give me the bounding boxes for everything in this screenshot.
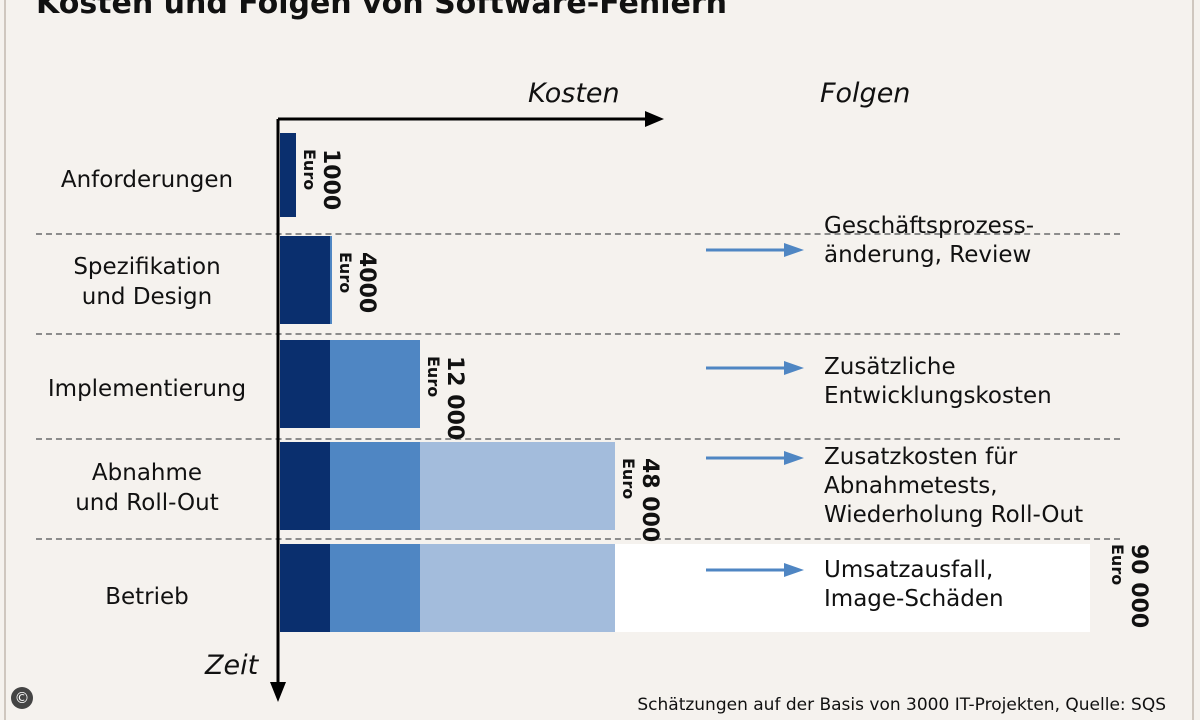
bar-segment [330,236,332,324]
chart-title: Kosten und Folgen von Software-Fehlern [36,0,727,21]
consequence-text: Geschäftsprozess- änderung, Review [824,213,1035,268]
row-separator [36,438,1120,440]
arrow-icon [706,361,804,375]
bar-segment [420,544,615,632]
source-note: Schätzungen auf der Basis von 3000 IT-Pr… [637,695,1166,715]
bar-segment [330,544,420,632]
bar-segment [330,340,420,428]
bar-segment [420,442,615,530]
arrow-icon [706,563,804,577]
bar-segment [280,442,330,530]
category-label: Abnahme und Roll-Out [75,460,219,516]
category-label: Betrieb [105,584,189,610]
frame-left [4,0,6,720]
category-label: Implementierung [47,376,247,402]
folgen-header: Folgen [820,78,911,109]
frame-right [1192,0,1194,720]
category-label: Spezifikation und Design [73,254,221,310]
zeit-axis-label: Zeit [205,650,259,681]
bar-segment [280,340,330,428]
bar-segment [280,236,330,324]
bar-segment [330,442,420,530]
arrow-icon [706,243,804,257]
bar-segment [615,544,1090,632]
x-axis-arrowhead [645,111,664,127]
bar-segment [280,544,330,632]
kosten-axis-label: Kosten [528,78,620,109]
consequence-text: Zusatzkosten für Abnahmetests, Wiederhol… [824,444,1084,528]
row-separator [36,233,1120,235]
category-label: Anforderungen [60,167,234,193]
copyright-icon: © [11,687,33,709]
y-axis-arrowhead [270,682,286,702]
arrow-icon [706,451,804,465]
row-separator [36,333,1120,335]
row-separator [36,538,1120,540]
bar-segment [280,133,296,217]
consequence-text: Zusätzliche Entwicklungskosten [824,354,1052,409]
consequence-text: Umsatzausfall, Image-Schäden [824,557,1004,612]
